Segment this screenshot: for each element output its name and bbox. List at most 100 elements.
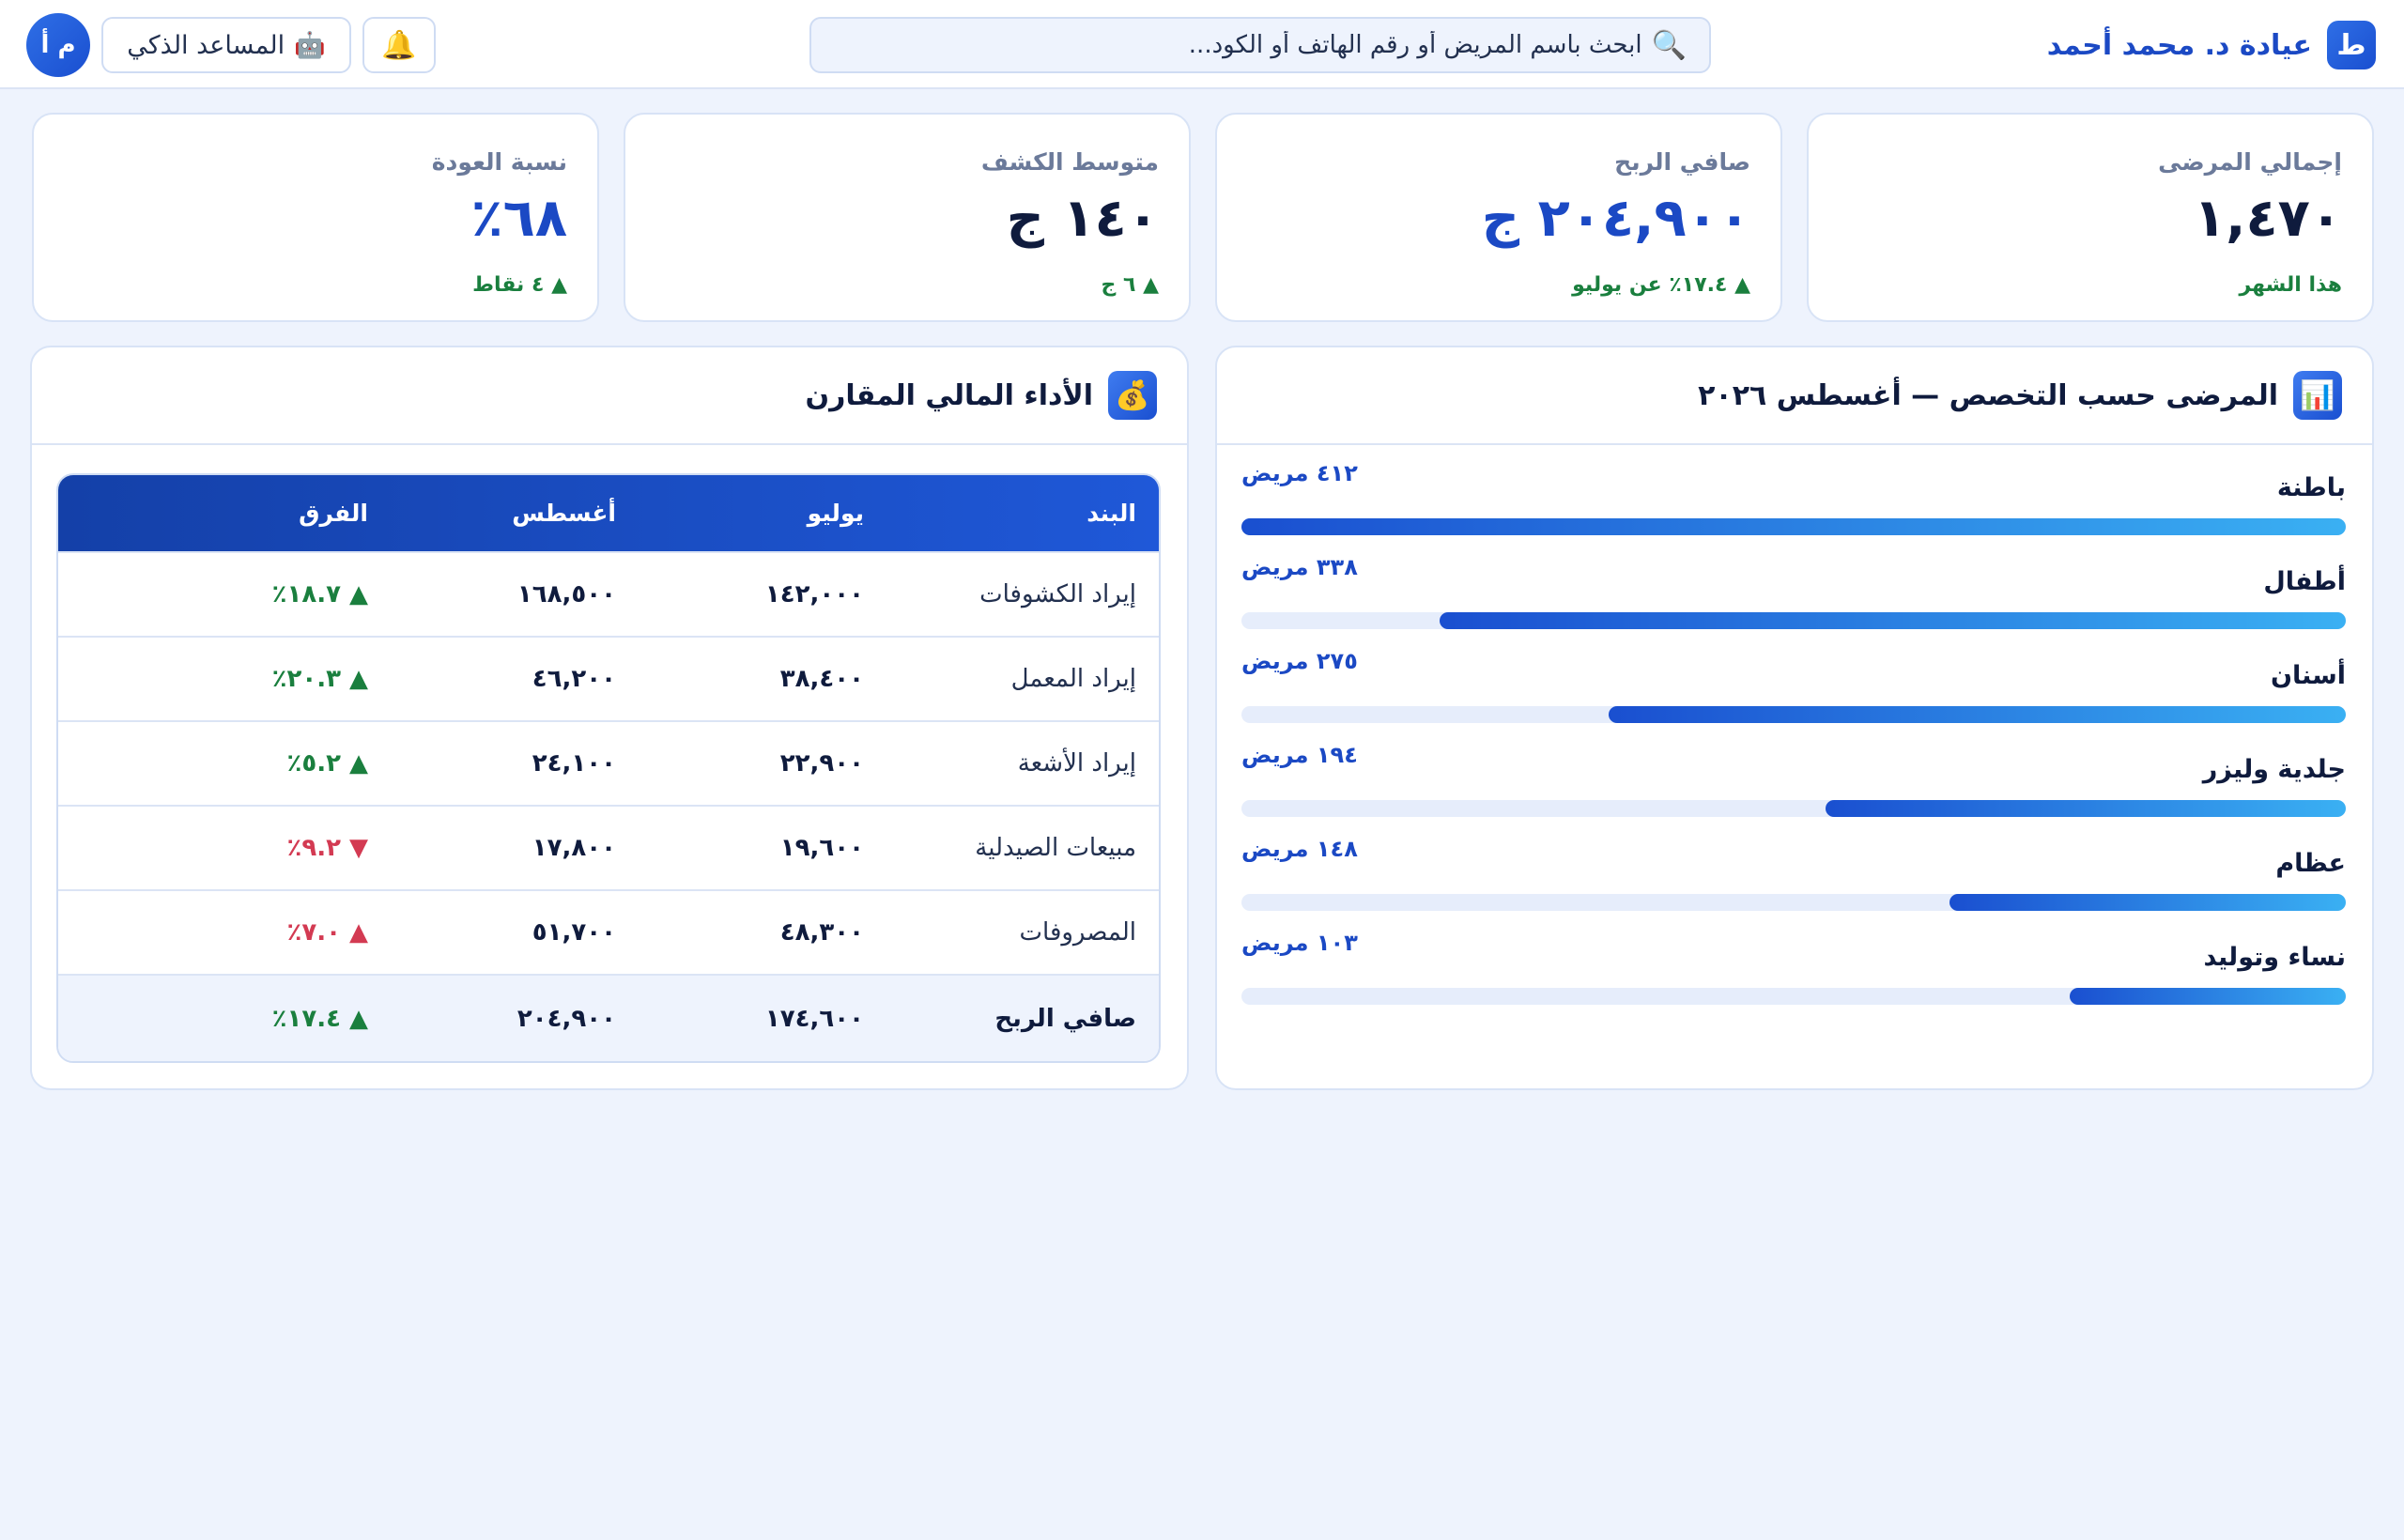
table-row[interactable]: إيراد المعمل ٣٨,٤٠٠ ٤٦,٢٠٠ ▲ ٢٠.٣٪	[58, 636, 1159, 721]
specialty-bar-row: نساء وتوليد ١٠٣ مريض	[1241, 930, 2346, 1024]
specialty-bar-row: باطنة ٤١٢ مريض	[1241, 460, 2346, 554]
kpi-label: نسبة العودة	[431, 148, 567, 176]
cell-item: إيراد المعمل	[886, 636, 1159, 721]
financial-performance-panel: 💰 الأداء المالي المقارن البند يوليو أغسط…	[30, 346, 1189, 1090]
finance-table: البند يوليو أغسطس الفرق إيراد الكشوفات ١…	[58, 475, 1159, 1061]
kpi-value: ١٤٠ ج	[1006, 188, 1159, 249]
cell-diff: ▲ ٥.٢٪	[58, 720, 391, 806]
cell-diff: ▲ ١٨.٧٪	[58, 551, 391, 637]
bar-fill	[1440, 612, 2346, 629]
bar-track	[1241, 612, 2346, 629]
kpi-label: صافي الربح	[1614, 148, 1750, 176]
specialty-bar-row: أطفال ٣٣٨ مريض	[1241, 554, 2346, 648]
cell-july: ١٧٤,٦٠٠	[639, 974, 886, 1061]
search-input[interactable]	[834, 31, 1642, 59]
cell-diff: ▲ ١٧.٤٪	[58, 974, 391, 1061]
cell-item: إيراد الكشوفات	[886, 551, 1159, 637]
cell-august: ١٦٨,٥٠٠	[391, 551, 639, 637]
kpi-label: إجمالي المرضى	[2158, 148, 2342, 176]
cell-july: ١٤٢,٠٠٠	[639, 551, 886, 637]
cell-diff: ▼ ٩.٢٪	[58, 805, 391, 890]
kpi-card-average-visit: متوسط الكشف ١٤٠ ج ▲ ٦ ج	[624, 113, 1191, 322]
search-icon[interactable]: 🔍	[1651, 28, 1687, 62]
cell-august: ٥١,٧٠٠	[391, 889, 639, 975]
specialty-count: ١٠٣ مريض	[1241, 930, 1358, 956]
specialty-bar-row: جلدية وليزر ١٩٤ مريض	[1241, 742, 2346, 836]
column-header-diff[interactable]: الفرق	[299, 500, 368, 527]
cell-july: ٤٨,٣٠٠	[639, 889, 886, 975]
specialty-name: نساء وتوليد	[2203, 943, 2346, 972]
column-header-august[interactable]: أغسطس	[512, 500, 616, 527]
specialty-name: عظام	[2275, 849, 2346, 878]
specialty-bar-list: باطنة ٤١٢ مريض أطفال ٣٣٨ مريض أسنان ٢٧٥ …	[1217, 445, 2372, 1084]
bar-track	[1241, 800, 2346, 817]
bar-fill	[1826, 800, 2346, 817]
finance-table-wrapper: البند يوليو أغسطس الفرق إيراد الكشوفات ١…	[56, 473, 1161, 1063]
bar-chart-icon: 📊	[2293, 371, 2342, 420]
ai-assistant-label: المساعد الذكي	[127, 30, 285, 60]
specialty-name: أسنان	[2270, 661, 2346, 690]
table-row[interactable]: المصروفات ٤٨,٣٠٠ ٥١,٧٠٠ ▲ ٧.٠٪	[58, 889, 1159, 975]
specialty-bar-row: عظام ١٤٨ مريض	[1241, 836, 2346, 930]
bar-fill	[1609, 706, 2346, 723]
specialty-count: ١٤٨ مريض	[1241, 836, 1358, 862]
patients-by-specialty-panel: 📊 المرضى حسب التخصص — أغسطس ٢٠٢٦ باطنة ٤…	[1215, 346, 2374, 1090]
notifications-button[interactable]: 🔔	[362, 17, 436, 73]
panel-title: الأداء المالي المقارن	[805, 378, 1093, 412]
table-row[interactable]: إيراد الكشوفات ١٤٢,٠٠٠ ١٦٨,٥٠٠ ▲ ١٨.٧٪	[58, 551, 1159, 637]
kpi-value: ٢٠٤,٩٠٠ ج	[1481, 188, 1750, 249]
bar-track	[1241, 518, 2346, 535]
bar-track	[1241, 988, 2346, 1005]
specialty-count: ٢٧٥ مريض	[1241, 648, 1358, 674]
cell-august: ٢٠٤,٩٠٠	[391, 974, 639, 1061]
top-bar: ط عيادة د. محمد أحمد 🔍 🔔 🤖 المساعد الذكي…	[0, 0, 2404, 89]
cell-item: صافي الربح	[886, 974, 1159, 1061]
bar-track	[1241, 894, 2346, 911]
clinic-brand[interactable]: ط عيادة د. محمد أحمد	[2047, 21, 2376, 69]
specialty-name: باطنة	[2276, 473, 2346, 502]
table-total-row[interactable]: صافي الربح ١٧٤,٦٠٠ ٢٠٤,٩٠٠ ▲ ١٧.٤٪	[58, 974, 1159, 1061]
table-row[interactable]: إيراد الأشعة ٢٢,٩٠٠ ٢٤,١٠٠ ▲ ٥.٢٪	[58, 720, 1159, 806]
bar-fill	[1241, 518, 2346, 535]
bar-track	[1241, 706, 2346, 723]
bar-fill	[2070, 988, 2346, 1005]
cell-item: المصروفات	[886, 889, 1159, 975]
kpi-subtext: ▲ ١٧.٤٪ عن يوليو	[1572, 273, 1750, 297]
kpi-card-net-profit: صافي الربح ٢٠٤,٩٠٠ ج ▲ ١٧.٤٪ عن يوليو	[1215, 113, 1782, 322]
search-box[interactable]: 🔍	[809, 17, 1711, 73]
kpi-subtext: هذا الشهر	[2239, 273, 2342, 297]
specialty-count: ١٩٤ مريض	[1241, 742, 1358, 768]
clinic-name: عيادة د. محمد أحمد	[2046, 28, 2312, 62]
cell-diff: ▲ ٢٠.٣٪	[58, 636, 391, 721]
kpi-label: متوسط الكشف	[980, 148, 1159, 176]
cell-august: ٤٦,٢٠٠	[391, 636, 639, 721]
cell-august: ٢٤,١٠٠	[391, 720, 639, 806]
column-header-july[interactable]: يوليو	[807, 500, 864, 527]
table-row[interactable]: مبيعات الصيدلية ١٩,٦٠٠ ١٧,٨٠٠ ▼ ٩.٢٪	[58, 805, 1159, 890]
clinic-logo: ط	[2327, 21, 2376, 69]
cell-july: ١٩,٦٠٠	[639, 805, 886, 890]
panel-header: 📊 المرضى حسب التخصص — أغسطس ٢٠٢٦	[1217, 347, 2372, 445]
kpi-card-total-patients: إجمالي المرضى ١,٤٧٠ هذا الشهر	[1807, 113, 2374, 322]
kpi-subtext: ▲ ٦ ج	[1101, 273, 1159, 297]
money-bag-icon: 💰	[1108, 371, 1157, 420]
panel-header: 💰 الأداء المالي المقارن	[32, 347, 1187, 445]
table-header-row: البند يوليو أغسطس الفرق	[58, 475, 1159, 552]
kpi-value: ١,٤٧٠	[2194, 188, 2342, 249]
ai-assistant-button[interactable]: 🤖 المساعد الذكي	[101, 17, 351, 73]
cell-august: ١٧,٨٠٠	[391, 805, 639, 890]
kpi-subtext: ▲ ٤ نقاط	[472, 273, 567, 297]
column-header-item[interactable]: البند	[1086, 500, 1136, 527]
cell-july: ٢٢,٩٠٠	[639, 720, 886, 806]
specialty-name: جلدية وليزر	[2202, 755, 2346, 784]
user-avatar[interactable]: م أ	[26, 13, 90, 77]
specialty-bar-row: أسنان ٢٧٥ مريض	[1241, 648, 2346, 742]
specialty-name: أطفال	[2263, 567, 2346, 596]
panel-title: المرضى حسب التخصص — أغسطس ٢٠٢٦	[1698, 378, 2278, 412]
kpi-value: ٦٨٪	[470, 188, 567, 249]
bell-icon: 🔔	[381, 28, 417, 62]
kpi-card-return-rate: نسبة العودة ٦٨٪ ▲ ٤ نقاط	[32, 113, 599, 322]
specialty-count: ٤١٢ مريض	[1241, 460, 1358, 486]
bar-fill	[1949, 894, 2346, 911]
cell-diff: ▲ ٧.٠٪	[58, 889, 391, 975]
